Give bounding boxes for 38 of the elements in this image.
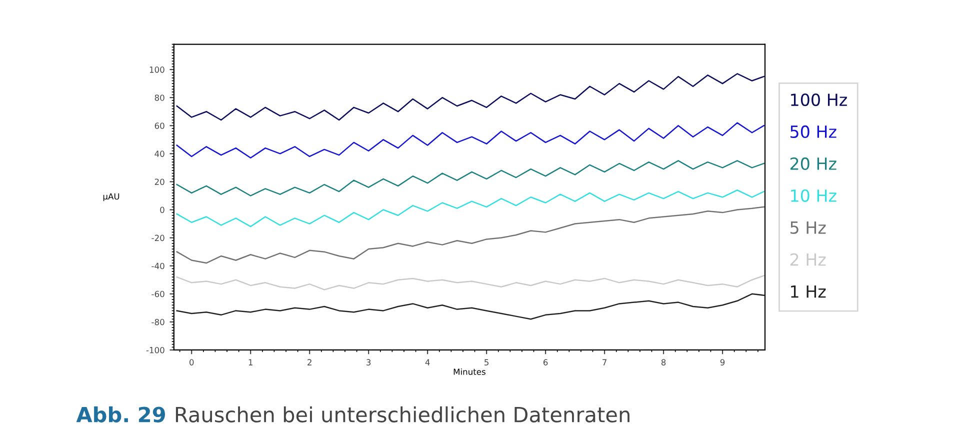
x-tick-label: 9 xyxy=(720,359,725,366)
x-tick-label: 2 xyxy=(308,359,312,366)
series-label: 50 Hz xyxy=(790,125,836,138)
y-tick-label: 60 xyxy=(154,122,164,129)
caption: Abb. 29 xyxy=(76,406,165,422)
line-series xyxy=(176,122,764,158)
y-tick-label: 0 xyxy=(160,206,164,214)
line-series xyxy=(176,293,764,320)
x-axis-title: Minutes xyxy=(454,368,486,375)
y-tick-label: 40 xyxy=(154,150,164,157)
x-tick-label: 4 xyxy=(425,359,430,366)
line-series xyxy=(176,275,764,290)
y-tick-label: -80 xyxy=(152,318,164,326)
y-axis-title: µAU xyxy=(103,193,120,202)
series-label: 1 Hz xyxy=(791,285,826,298)
series-label: 100 Hz xyxy=(791,93,847,106)
series-label: 5 Hz xyxy=(790,222,826,234)
y-tick-label: 100 xyxy=(150,66,164,73)
series-label: 20 Hz xyxy=(790,157,836,170)
x-tick-label: 5 xyxy=(484,359,488,366)
x-tick-label: 3 xyxy=(366,359,371,366)
line-series xyxy=(176,206,764,264)
line-series xyxy=(176,73,764,121)
y-tick-label: -60 xyxy=(152,290,164,298)
line-series xyxy=(176,160,764,196)
x-tick-label: 7 xyxy=(602,359,606,366)
x-tick-label: 0 xyxy=(190,359,194,366)
x-tick-label: 8 xyxy=(661,359,666,366)
line-series xyxy=(176,190,764,228)
x-tick-label: 6 xyxy=(543,359,548,366)
y-tick-label: -40 xyxy=(152,262,164,270)
text: Rauschen bei unterschiedlichen Datenraten xyxy=(176,406,630,422)
y-tick-label: 20 xyxy=(154,178,164,185)
y-tick-label: -20 xyxy=(152,234,164,242)
y-tick-label: -100 xyxy=(146,346,164,354)
series-label: 10 Hz xyxy=(791,189,836,202)
x-tick-label: 1 xyxy=(248,359,252,366)
y-tick-label: 80 xyxy=(154,94,164,101)
